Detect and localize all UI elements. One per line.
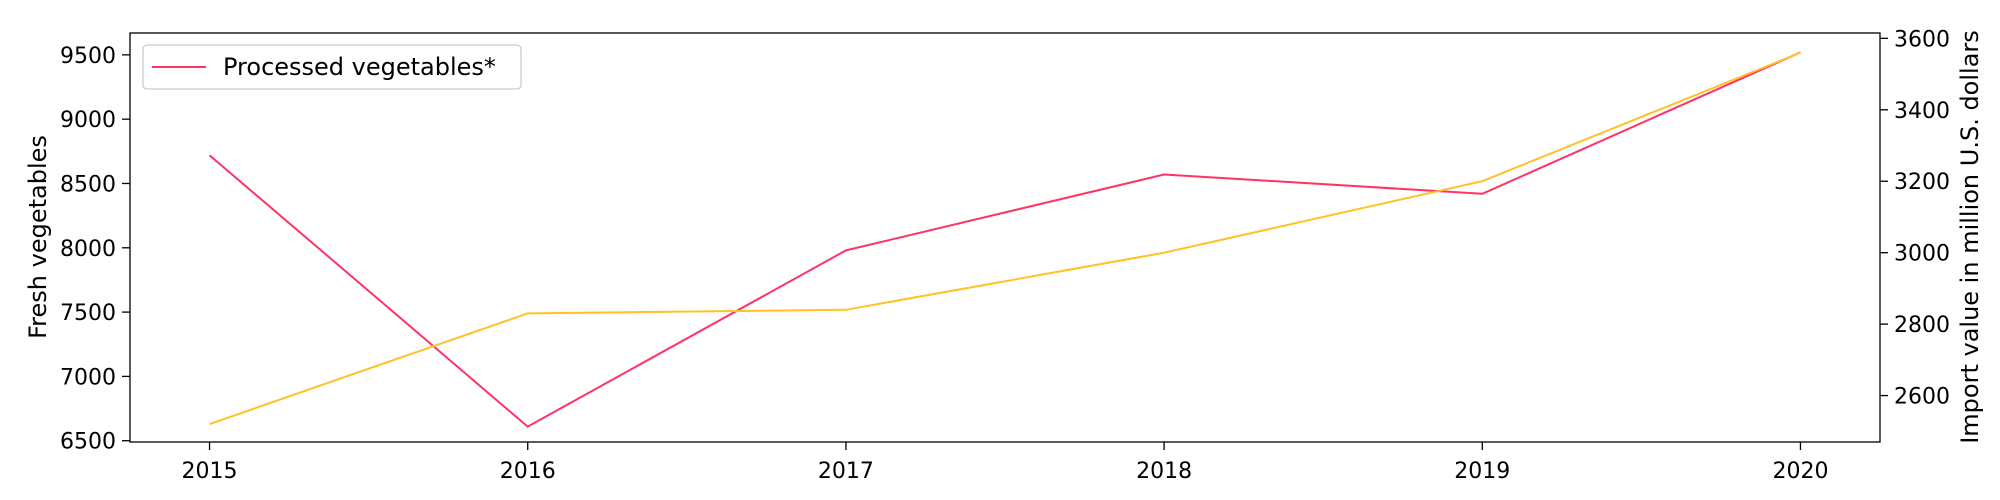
y-left-tick-label: 8000 xyxy=(60,237,116,262)
series-layer xyxy=(208,51,1801,428)
y-left-tick-label: 9500 xyxy=(60,44,116,69)
series-line-right-axis xyxy=(209,51,1801,426)
y-right-tick-label: 3200 xyxy=(1894,170,1950,195)
plot-frame xyxy=(129,32,1881,443)
x-tick-label: 2018 xyxy=(1136,459,1192,484)
y-right-tick-label: 3400 xyxy=(1894,99,1950,124)
y-right-tick-label: 3000 xyxy=(1894,242,1950,267)
x-tick-label: 2017 xyxy=(818,459,874,484)
y-right-tick-label: 2800 xyxy=(1894,313,1950,338)
legend-label-processed-vegetables: Processed vegetables* xyxy=(223,53,496,81)
y-axis-right-title: Import value in million U.S. dollars xyxy=(1956,30,1984,444)
y-axis-left-title: Fresh vegetables xyxy=(24,135,52,339)
y-right-tick-label: 2600 xyxy=(1894,385,1950,410)
y-left-tick-label: 9000 xyxy=(60,108,116,133)
x-tick-label: 2019 xyxy=(1454,459,1510,484)
y-axis-left: 6500 7000 7500 8000 8500 9000 9500 xyxy=(60,44,130,455)
x-tick-label: 2020 xyxy=(1772,459,1828,484)
legend-box xyxy=(142,44,522,90)
y-left-tick-label: 7000 xyxy=(60,365,116,390)
y-left-tick-label: 7500 xyxy=(60,301,116,326)
y-left-tick-label: 8500 xyxy=(60,172,116,197)
y-axis-right: 2600 2800 3000 3200 3400 3600 xyxy=(1880,27,1950,410)
y-right-tick-label: 3600 xyxy=(1894,27,1950,52)
legend: Processed vegetables* xyxy=(142,44,522,90)
x-axis: 2015 2016 2017 2018 2019 2020 xyxy=(182,442,1828,484)
series-line-processed-vegetables xyxy=(208,51,1801,428)
x-tick-label: 2015 xyxy=(182,459,238,484)
x-tick-label: 2016 xyxy=(500,459,556,484)
y-left-tick-label: 6500 xyxy=(60,430,116,455)
